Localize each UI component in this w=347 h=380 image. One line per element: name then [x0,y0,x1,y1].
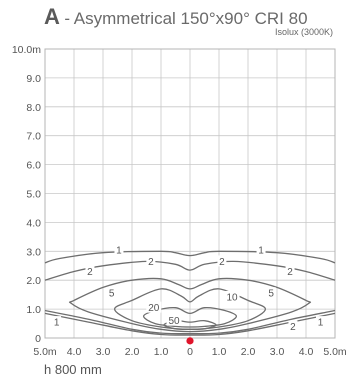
light-source-marker [186,337,194,345]
isolux-contour-1 [44,312,336,336]
y-tick-label: 6.0 [26,160,41,172]
contour-label: 1 [54,318,60,329]
chart-subtitle: Isolux (3000K) [274,27,333,37]
isolux-contour-1 [44,250,336,264]
contour-label-bg [166,314,182,326]
contour-label: 2 [290,322,296,333]
x-tick-label: 2.0 [125,346,140,358]
contour-label-bg [107,287,117,299]
mounting-height: h 800 mm [44,362,102,377]
contour-label: 2 [148,257,154,268]
contour-label: 20 [148,303,160,314]
contour-label: 10 [226,292,238,303]
x-tick-label: 1.0 [212,346,227,358]
y-tick-label: 2.0 [26,275,41,287]
contour-label: 5 [109,289,115,300]
contour-label: 2 [87,267,93,278]
title-text: - Asymmetrical 150°x90° CRI 80 [64,9,308,28]
x-tick-label: 1.0 [154,346,169,358]
y-tick-label: 5.0 [26,189,41,201]
contour-label-bg [146,301,162,313]
x-tick-label: 2.0 [241,346,256,358]
chart-title: A - Asymmetrical 150°x90° CRI 80 [44,4,308,30]
contour-label-bg [256,243,266,255]
contour-label-bg [146,255,156,267]
isolux-contour-5 [68,277,312,333]
y-tick-label: 9.0 [26,73,41,85]
contour-label-bg [52,316,62,328]
contour-label: 5 [268,289,274,300]
y-tick-label: 4.0 [26,217,41,229]
contour-label-bg [114,243,124,255]
contour-label: 2 [287,267,293,278]
x-tick-label: 4.0 [299,346,314,358]
y-tick-label: 0 [35,333,41,345]
x-tick-label: 0 [187,346,193,358]
contour-label-bg [266,287,276,299]
y-tick-label: 8.0 [26,102,41,114]
x-tick-label: 5.0m [33,346,57,358]
isolux-contour-2 [44,309,336,335]
contour-label-bg [224,290,240,302]
x-tick-label: 4.0 [67,346,82,358]
y-tick-label: 1.0 [26,304,41,316]
contour-label: 1 [258,245,264,256]
y-tick-label: 3.0 [26,246,41,258]
contour-label-bg [85,265,95,277]
x-tick-label: 3.0 [96,346,111,358]
contour-label-bg [316,316,325,328]
x-tick-label: 5.0m [323,346,347,358]
contour-label-bg [217,255,227,267]
contour-label: 1 [116,245,122,256]
contour-label: 1 [318,318,324,329]
title-letter: A [44,4,60,29]
contour-label: 2 [219,257,225,268]
contour-label: 50 [168,316,180,327]
contour-label-bg [288,320,298,332]
y-tick-label: 7.0 [26,131,41,143]
isolux-contour-20 [142,306,238,328]
x-tick-label: 3.0 [270,346,285,358]
y-tick-label: 10.0m [12,44,41,56]
contour-label-bg [285,265,295,277]
